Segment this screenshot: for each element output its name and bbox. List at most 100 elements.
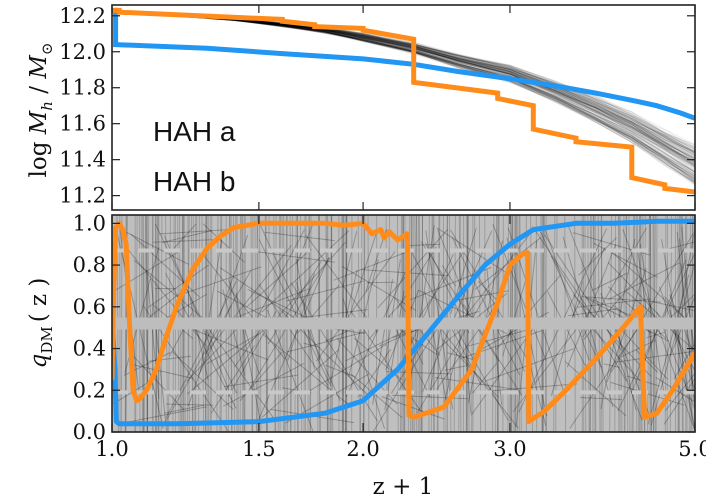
bottom-ensemble-track bbox=[486, 268, 503, 405]
bottom-ensemble-track bbox=[198, 305, 232, 376]
bottom-ensemble-track bbox=[478, 280, 498, 301]
bottom-ensemble-track bbox=[612, 252, 695, 328]
bottom-ensemble-track bbox=[567, 308, 618, 317]
bottom-ensemble-track bbox=[286, 331, 366, 353]
bottom-y-axis-label: qDM( z ) bbox=[26, 278, 56, 369]
bottom-ensemble-track bbox=[635, 349, 659, 373]
bottom-ensemble-track bbox=[578, 237, 618, 276]
bottom-ensemble-track bbox=[224, 374, 298, 388]
top-panel: 12.2 12.0 11.8 11.6 11.4 11.2 log Mh / M⊙ HAH… bbox=[26, 4, 696, 211]
bottom-ensemble-track bbox=[381, 396, 445, 420]
bottom-ensemble-track bbox=[408, 225, 435, 391]
bottom-ensemble-track bbox=[170, 223, 197, 252]
bottom-ensemble-track bbox=[258, 283, 329, 386]
bottom-ensemble-track bbox=[663, 378, 695, 425]
bottom-ensemble-track bbox=[610, 233, 694, 373]
top-series-lines bbox=[112, 7, 695, 195]
bottom-ensemble-track bbox=[270, 241, 347, 325]
bottom-panel: 1.0 0.8 0.6 0.4 0.2 0.0 1.0 1.5 2.0 3.0 5.0 qDM( … bbox=[26, 211, 706, 500]
bottom-ensemble-track bbox=[159, 229, 227, 235]
bottom-ensemble-track bbox=[509, 332, 525, 372]
bottom-ensemble-track bbox=[580, 397, 622, 400]
bottom-ensemble-track bbox=[182, 324, 269, 361]
bottom-ensemble-track bbox=[206, 333, 260, 365]
bottom-ensemble-track bbox=[264, 231, 335, 242]
bottom-ensemble-track bbox=[547, 291, 588, 371]
bottom-panel-frame bbox=[111, 214, 696, 433]
bottom-ensemble-track bbox=[435, 377, 518, 391]
bottom-ensemble-track bbox=[397, 246, 437, 309]
bottom-ensemble-track bbox=[146, 270, 160, 399]
bottom-ensemble-track bbox=[189, 297, 209, 380]
bottom-ensemble-track bbox=[384, 291, 405, 411]
top-y-tick-label: 11.2 bbox=[59, 184, 106, 208]
bottom-ensemble-track bbox=[350, 373, 403, 419]
bottom-ensemble-track bbox=[444, 276, 477, 402]
bottom-ensemble-track bbox=[395, 325, 438, 356]
bottom-ensemble-track bbox=[126, 231, 189, 265]
top-y-tick-label: 12.0 bbox=[59, 40, 106, 64]
bottom-ensemble-track bbox=[286, 280, 364, 302]
bottom-ensemble-track bbox=[646, 331, 665, 339]
bottom-ensemble-track bbox=[261, 349, 340, 418]
bottom-ensemble-track bbox=[569, 328, 639, 429]
bottom-ensemble-track bbox=[652, 301, 695, 312]
bottom-series-hah-b bbox=[112, 218, 695, 427]
bottom-ensemble-track bbox=[303, 342, 319, 348]
top-panel-frame bbox=[111, 4, 696, 211]
bottom-ensemble-track bbox=[428, 318, 444, 398]
bottom-ensemble-track bbox=[345, 271, 406, 398]
bottom-ensemble-track bbox=[680, 263, 695, 407]
bottom-ensemble-track bbox=[210, 344, 256, 414]
bottom-ensemble-track bbox=[287, 272, 315, 361]
bottom-ensemble-track bbox=[603, 363, 620, 368]
bottom-ensemble-track bbox=[432, 318, 519, 429]
bottom-x-tick-label: 3.0 bbox=[493, 437, 526, 461]
top-y-axis-label: log Mh / M⊙ bbox=[26, 43, 56, 178]
bottom-ensemble-track bbox=[607, 262, 672, 328]
bottom-ensemble-track bbox=[295, 224, 314, 265]
bottom-ensemble-track bbox=[581, 296, 661, 303]
bottom-ensemble-track bbox=[259, 223, 341, 402]
bottom-ensemble-track bbox=[181, 266, 262, 295]
bottom-y-tick-label: 0.2 bbox=[73, 378, 106, 402]
bottom-ensemble-track bbox=[307, 343, 387, 393]
bottom-ensemble-track bbox=[392, 394, 468, 400]
bottom-ensemble-track bbox=[252, 229, 305, 327]
bottom-ensemble-track bbox=[420, 241, 500, 362]
bottom-ensemble-track bbox=[129, 352, 185, 410]
x-axis-label: z + 1 bbox=[373, 474, 434, 500]
bottom-reference-lines bbox=[112, 248, 695, 395]
bottom-ensemble-track bbox=[622, 229, 695, 432]
bottom-ensemble-track bbox=[444, 365, 468, 371]
bottom-ensemble-track bbox=[607, 262, 680, 301]
bottom-ensemble-track bbox=[165, 270, 252, 422]
bottom-ensemble-track bbox=[112, 382, 148, 405]
bottom-ensemble-track bbox=[566, 243, 617, 368]
bottom-ensemble-track bbox=[544, 227, 590, 361]
bottom-ensemble-track bbox=[305, 234, 379, 333]
bottom-ensemble-track bbox=[315, 251, 396, 362]
bottom-ensemble-track bbox=[256, 257, 330, 425]
bottom-ensemble-track bbox=[543, 234, 622, 351]
bottom-ensemble-track bbox=[235, 292, 261, 420]
bottom-y-tick-label: 0.8 bbox=[73, 253, 106, 277]
bottom-ensemble-track bbox=[593, 242, 658, 278]
bottom-ensemble-track bbox=[267, 260, 322, 345]
bottom-ensemble-track bbox=[342, 231, 358, 289]
bottom-y-axis: 1.0 0.8 0.6 0.4 0.2 0.0 bbox=[73, 211, 695, 444]
bottom-ensemble-track bbox=[572, 294, 652, 378]
bottom-ensemble-track bbox=[165, 280, 238, 419]
bottom-ensemble-track bbox=[424, 291, 448, 405]
bottom-ensemble-track bbox=[531, 226, 601, 327]
bottom-ensemble-track bbox=[233, 329, 261, 368]
bottom-ensemble-track bbox=[357, 348, 392, 398]
bottom-ensemble-track bbox=[550, 281, 583, 397]
bottom-x-axis: 1.0 1.5 2.0 3.0 5.0 bbox=[95, 215, 706, 461]
bottom-ensemble-track bbox=[204, 245, 292, 355]
bottom-ensemble-track bbox=[147, 264, 209, 308]
top-y-tick-label: 11.8 bbox=[59, 76, 106, 100]
bottom-ensemble-track bbox=[446, 352, 474, 361]
top-series-hah-b bbox=[112, 7, 695, 121]
